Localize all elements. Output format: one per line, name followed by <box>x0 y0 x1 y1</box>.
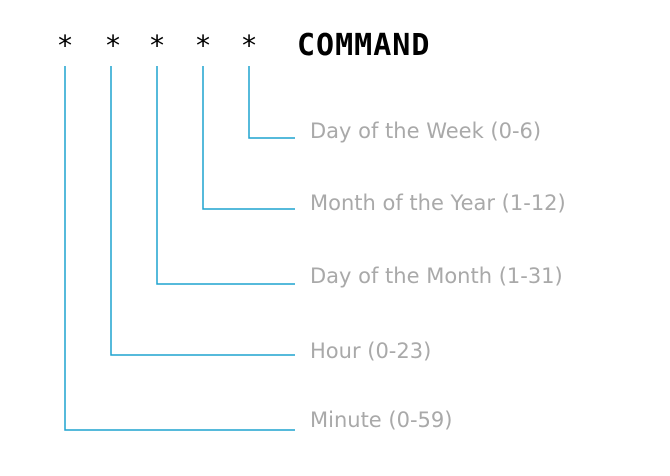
month-field-asterisk: * <box>194 29 212 62</box>
connector-line-day-of-month <box>156 66 295 285</box>
label-hour: Hour (0-23) <box>310 339 432 363</box>
connector-line-hour <box>110 66 295 356</box>
label-day-of-month: Day of the Month (1-31) <box>310 264 563 288</box>
connector-line-day-of-week <box>248 66 295 139</box>
label-month-of-year: Month of the Year (1-12) <box>310 191 566 215</box>
connector-line-minute <box>64 66 295 431</box>
minute-field-asterisk: * <box>56 29 74 62</box>
connector-line-month <box>202 66 295 210</box>
command-placeholder: COMMAND <box>297 28 431 63</box>
label-minute: Minute (0-59) <box>310 408 453 432</box>
hour-field-asterisk: * <box>104 29 122 62</box>
day-of-month-field-asterisk: * <box>148 29 166 62</box>
day-of-week-field-asterisk: * <box>240 29 258 62</box>
label-day-of-week: Day of the Week (0-6) <box>310 119 542 143</box>
